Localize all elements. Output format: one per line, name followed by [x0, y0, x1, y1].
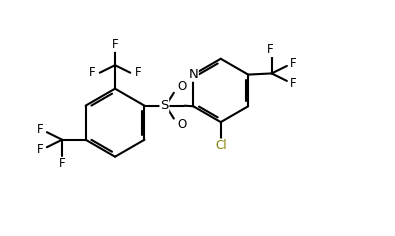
Text: F: F — [112, 38, 118, 51]
Text: F: F — [59, 157, 66, 170]
Text: F: F — [36, 123, 43, 136]
Text: Cl: Cl — [215, 139, 227, 152]
Text: N: N — [188, 68, 198, 81]
Text: F: F — [89, 66, 96, 79]
Text: O: O — [177, 118, 186, 131]
Text: O: O — [177, 80, 186, 93]
Text: F: F — [134, 66, 141, 79]
Text: F: F — [290, 57, 297, 70]
Text: F: F — [290, 77, 297, 90]
Text: F: F — [267, 43, 274, 56]
Text: S: S — [160, 99, 169, 112]
Text: F: F — [36, 143, 43, 156]
